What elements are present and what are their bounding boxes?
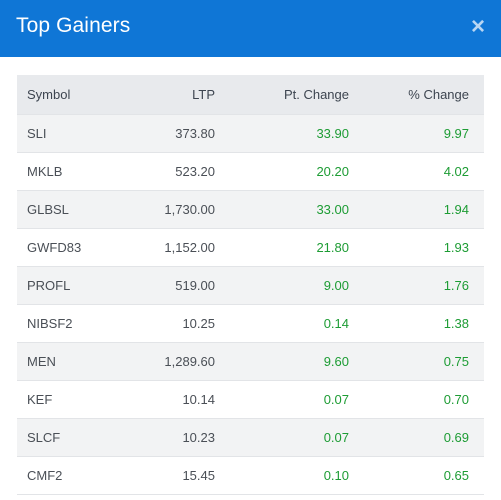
table-row[interactable]: GWFD83 1,152.00 21.80 1.93 — [17, 228, 484, 267]
cell-spacer — [469, 114, 484, 153]
cell-pt-change: 0.07 — [215, 380, 349, 419]
cell-pt-change: 33.00 — [215, 190, 349, 229]
cell-symbol: SLI — [17, 114, 120, 153]
table-row[interactable]: MEN 1,289.60 9.60 0.75 — [17, 342, 484, 381]
cell-pct-change: 4.02 — [349, 152, 469, 191]
cell-pct-change: 0.65 — [349, 456, 469, 495]
modal-title: Top Gainers — [16, 14, 131, 37]
cell-ltp: 10.23 — [120, 418, 215, 457]
column-header-symbol[interactable]: Symbol — [17, 75, 120, 115]
cell-ltp: 519.00 — [120, 266, 215, 305]
cell-ltp: 1,730.00 — [120, 190, 215, 229]
cell-ltp: 523.20 — [120, 152, 215, 191]
cell-spacer — [469, 152, 484, 191]
cell-spacer — [469, 304, 484, 343]
table-row[interactable]: PROFL 519.00 9.00 1.76 — [17, 266, 484, 305]
cell-pt-change: 0.07 — [215, 418, 349, 457]
cell-spacer — [469, 456, 484, 495]
cell-ltp: 10.25 — [120, 304, 215, 343]
cell-pct-change: 1.94 — [349, 190, 469, 229]
cell-pct-change: 0.70 — [349, 380, 469, 419]
cell-symbol: MEN — [17, 342, 120, 381]
cell-pt-change: 0.14 — [215, 304, 349, 343]
cell-spacer — [469, 228, 484, 267]
cell-pt-change: 33.90 — [215, 114, 349, 153]
top-gainers-table: Symbol LTP Pt. Change % Change SLI 373.80… — [17, 75, 484, 495]
cell-pct-change: 0.75 — [349, 342, 469, 381]
close-icon[interactable]: × — [470, 13, 485, 40]
column-header-pt-change[interactable]: Pt. Change — [215, 75, 349, 115]
cell-spacer — [469, 418, 484, 457]
cell-ltp: 15.45 — [120, 456, 215, 495]
cell-spacer — [469, 266, 484, 305]
cell-pct-change: 1.93 — [349, 228, 469, 267]
column-header-pct-change[interactable]: % Change — [349, 75, 469, 115]
cell-spacer — [469, 342, 484, 381]
cell-pt-change: 0.10 — [215, 456, 349, 495]
column-header-spacer — [469, 75, 484, 115]
cell-symbol: CMF2 — [17, 456, 120, 495]
cell-ltp: 1,289.60 — [120, 342, 215, 381]
cell-pct-change: 1.38 — [349, 304, 469, 343]
cell-pt-change: 21.80 — [215, 228, 349, 267]
table-row[interactable]: NIBSF2 10.25 0.14 1.38 — [17, 304, 484, 343]
table-row[interactable]: MKLB 523.20 20.20 4.02 — [17, 152, 484, 191]
cell-symbol: PROFL — [17, 266, 120, 305]
column-header-ltp[interactable]: LTP — [120, 75, 215, 115]
cell-spacer — [469, 380, 484, 419]
cell-pct-change: 9.97 — [349, 114, 469, 153]
cell-symbol: GWFD83 — [17, 228, 120, 267]
table-header-row: Symbol LTP Pt. Change % Change — [17, 75, 484, 115]
cell-symbol: MKLB — [17, 152, 120, 191]
cell-pt-change: 9.60 — [215, 342, 349, 381]
top-gainers-table-container: Symbol LTP Pt. Change % Change SLI 373.80… — [17, 75, 484, 495]
cell-spacer — [469, 190, 484, 229]
cell-symbol: GLBSL — [17, 190, 120, 229]
table-row[interactable]: CMF2 15.45 0.10 0.65 — [17, 456, 484, 495]
cell-ltp: 1,152.00 — [120, 228, 215, 267]
cell-symbol: KEF — [17, 380, 120, 419]
table-row[interactable]: KEF 10.14 0.07 0.70 — [17, 380, 484, 419]
cell-pct-change: 0.69 — [349, 418, 469, 457]
cell-symbol: NIBSF2 — [17, 304, 120, 343]
cell-symbol: SLCF — [17, 418, 120, 457]
table-row[interactable]: SLCF 10.23 0.07 0.69 — [17, 418, 484, 457]
table-row[interactable]: GLBSL 1,730.00 33.00 1.94 — [17, 190, 484, 229]
cell-pct-change: 1.76 — [349, 266, 469, 305]
cell-pt-change: 9.00 — [215, 266, 349, 305]
table-row[interactable]: SLI 373.80 33.90 9.97 — [17, 114, 484, 153]
cell-ltp: 10.14 — [120, 380, 215, 419]
modal-header: Top Gainers × — [0, 0, 501, 57]
cell-ltp: 373.80 — [120, 114, 215, 153]
cell-pt-change: 20.20 — [215, 152, 349, 191]
